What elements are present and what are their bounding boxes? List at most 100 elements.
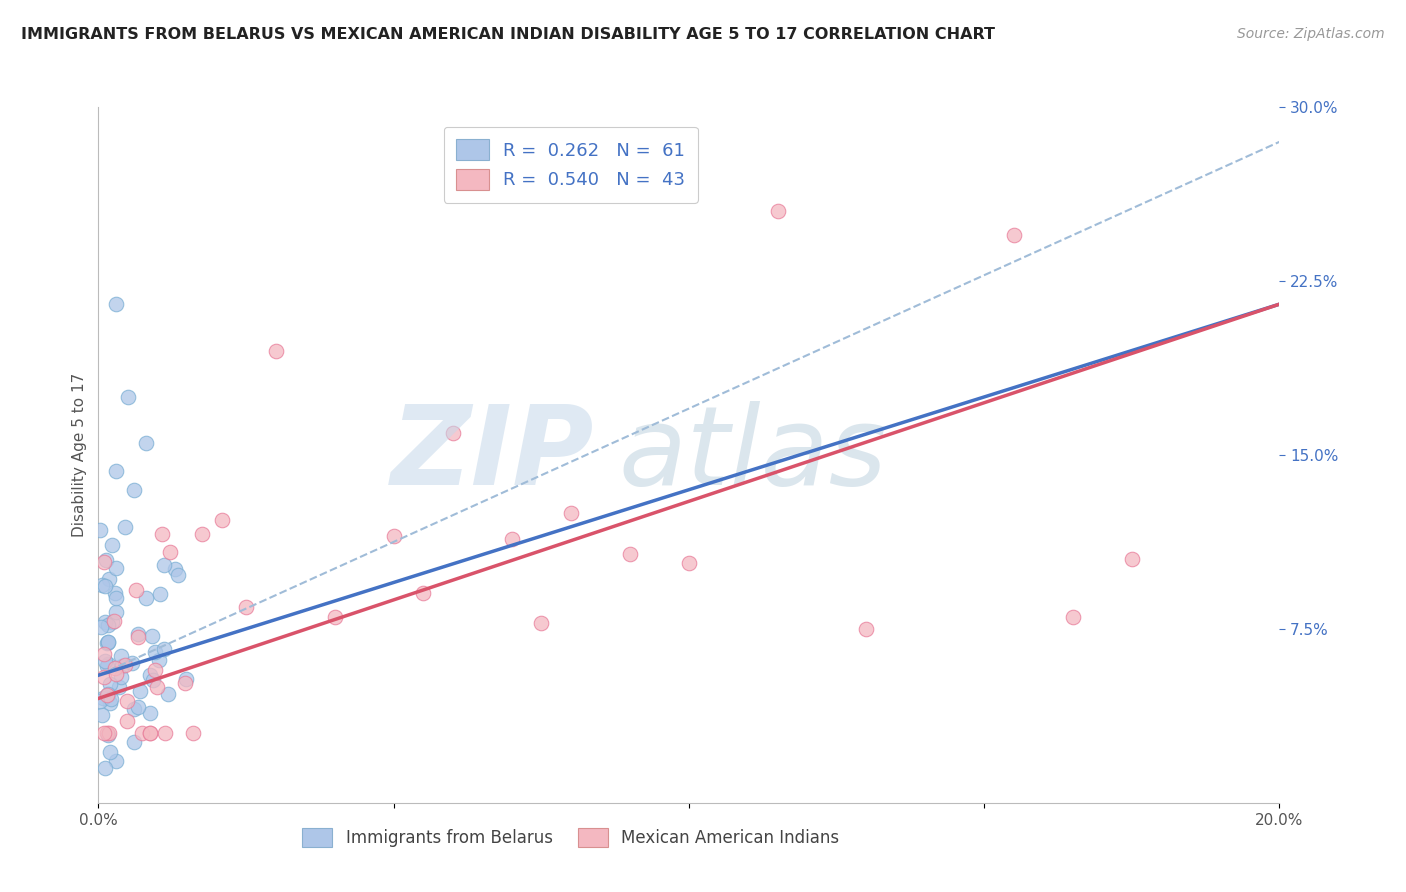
Y-axis label: Disability Age 5 to 17: Disability Age 5 to 17 (72, 373, 87, 537)
Point (122, 483, 145, 497)
Point (91, 690, 114, 705)
Point (90, 577, 112, 591)
Point (323, 610, 346, 624)
Point (148, 587, 170, 601)
Point (89, 523, 111, 537)
Point (97, 728, 120, 742)
Point (105, 605, 128, 619)
Point (115, 714, 138, 728)
Text: ZIP: ZIP (391, 401, 595, 508)
Text: Source: ZipAtlas.com: Source: ZipAtlas.com (1237, 27, 1385, 41)
Point (97, 634, 120, 648)
Point (235, 600, 257, 615)
Point (152, 558, 174, 573)
Point (103, 615, 125, 629)
Point (139, 726, 162, 740)
Point (211, 513, 233, 527)
Point (129, 683, 152, 698)
Point (105, 464, 128, 478)
Point (174, 672, 197, 686)
Point (93, 726, 115, 740)
Point (1002, 227, 1025, 242)
Point (122, 735, 145, 749)
Point (153, 726, 176, 740)
Point (101, 538, 124, 552)
Point (148, 653, 170, 667)
Point (97, 657, 120, 671)
Point (127, 699, 149, 714)
Point (678, 557, 700, 571)
Point (122, 701, 145, 715)
Point (142, 673, 165, 688)
Point (94, 654, 117, 668)
Point (96, 658, 118, 673)
Point (191, 527, 214, 541)
Point (104, 666, 127, 681)
Point (135, 436, 157, 450)
Point (138, 667, 160, 681)
Point (94, 579, 117, 593)
Point (91, 707, 114, 722)
Point (152, 527, 174, 541)
Point (131, 726, 153, 740)
Point (105, 297, 128, 311)
Point (93, 555, 115, 569)
Point (111, 658, 134, 673)
Point (121, 656, 143, 670)
Point (117, 390, 139, 404)
Point (108, 681, 131, 695)
Point (100, 677, 122, 691)
Point (114, 520, 136, 534)
Point (145, 680, 167, 694)
Point (139, 726, 162, 740)
Point (104, 586, 127, 600)
Point (127, 630, 149, 644)
Point (105, 754, 128, 768)
Point (97, 618, 120, 632)
Point (127, 627, 149, 641)
Point (98, 726, 121, 740)
Point (1121, 552, 1143, 566)
Point (96, 553, 118, 567)
Point (855, 622, 877, 636)
Point (93, 615, 115, 630)
Point (97, 687, 120, 701)
Point (97, 635, 120, 649)
Point (766, 204, 789, 219)
Point (264, 343, 287, 358)
Point (139, 706, 162, 720)
Point (412, 586, 434, 600)
Point (530, 616, 553, 631)
Point (100, 691, 122, 706)
Point (96, 689, 118, 703)
Point (135, 591, 157, 605)
Point (93, 647, 115, 661)
Point (141, 629, 163, 643)
Point (153, 642, 176, 657)
Point (110, 669, 132, 683)
Point (560, 507, 582, 521)
Point (93, 670, 115, 684)
Point (1062, 610, 1084, 624)
Text: atlas: atlas (619, 401, 887, 508)
Point (104, 661, 127, 675)
Point (157, 687, 180, 701)
Point (441, 425, 464, 440)
Point (98, 745, 121, 759)
Point (105, 561, 128, 575)
Point (90, 620, 112, 634)
Point (96, 636, 118, 650)
Point (163, 562, 186, 576)
Point (94, 761, 117, 775)
Point (97, 572, 120, 586)
Point (167, 567, 190, 582)
Point (98, 696, 121, 710)
Point (159, 545, 181, 559)
Point (89, 693, 111, 707)
Point (104, 591, 127, 605)
Point (619, 547, 641, 561)
Point (125, 582, 148, 597)
Point (96, 726, 118, 740)
Point (173, 675, 195, 690)
Point (101, 615, 124, 629)
